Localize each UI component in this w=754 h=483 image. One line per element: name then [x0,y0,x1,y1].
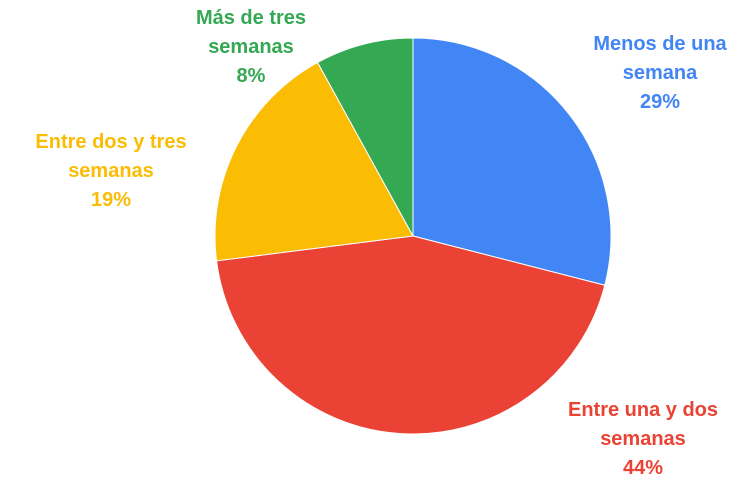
percent-label: 8% [236,65,266,87]
category-name: Entre dos y tres semanas [35,131,187,182]
percent-label: 29% [639,91,681,113]
slice-label: Entre dos y tres semanas 19% [1,128,221,215]
slice-label: Entre una y dos semanas 44% [543,396,743,483]
slice-label: Menos de una semana 29% [565,30,754,117]
category-name: Entre una y dos semanas [567,399,719,450]
pie-slice [216,235,606,435]
category-name: Menos de una semana [593,33,727,84]
percent-label: 19% [90,189,132,211]
slice-label: Más de tres semanas 8% [171,4,331,91]
pie-slice [214,61,414,262]
pie-slice [316,37,414,237]
category-name: Más de tres semanas [195,7,307,58]
percent-label: 44% [622,457,664,479]
pie-slice [412,37,612,286]
